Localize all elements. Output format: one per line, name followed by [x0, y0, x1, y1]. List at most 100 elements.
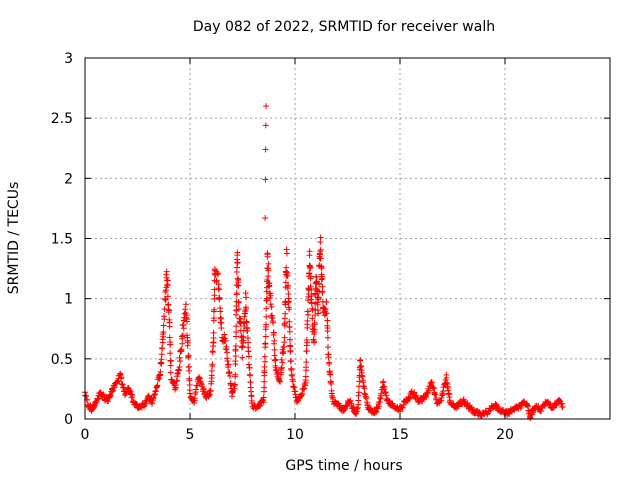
- y-tick-label: 0.5: [51, 352, 73, 368]
- data-point: [158, 351, 165, 358]
- data-point: [308, 296, 315, 303]
- data-point: [263, 313, 270, 320]
- data-point: [179, 335, 186, 342]
- data-point: [246, 364, 253, 371]
- data-point: [262, 358, 269, 365]
- data-point: [328, 380, 335, 387]
- data-point: [278, 365, 285, 372]
- data-point: [363, 395, 370, 402]
- data-point: [347, 397, 354, 404]
- data-point: [209, 361, 216, 368]
- data-point: [357, 366, 364, 373]
- data-point: [200, 385, 207, 392]
- data-point: [160, 328, 167, 335]
- data-point: [455, 403, 462, 410]
- data-point: [167, 369, 174, 376]
- data-point: [261, 378, 268, 385]
- data-point: [301, 381, 308, 388]
- data-point: [307, 265, 314, 272]
- data-point: [430, 385, 437, 392]
- chart-title: Day 082 of 2022, SRMTID for receiver wal…: [193, 19, 495, 35]
- data-point: [94, 396, 101, 403]
- data-point: [443, 374, 450, 381]
- y-axis-label: SRMTID / TECUs: [6, 182, 22, 295]
- data-point: [154, 382, 161, 389]
- data-point: [152, 387, 159, 394]
- data-point: [164, 293, 171, 300]
- x-tick-labels: 0 5 10 15 20: [81, 427, 514, 443]
- data-point: [233, 323, 240, 330]
- data-point: [216, 294, 223, 301]
- data-point: [406, 395, 413, 402]
- data-point: [311, 338, 318, 345]
- data-point: [317, 246, 324, 253]
- data-point: [267, 301, 274, 308]
- data-point: [247, 372, 254, 379]
- y-tick-label: 2.5: [51, 111, 73, 127]
- data-point: [186, 390, 193, 397]
- data-point: [260, 394, 267, 401]
- data-point: [378, 390, 385, 397]
- data-point: [317, 234, 324, 241]
- y-tick-label: 2: [64, 171, 73, 187]
- data-point: [266, 282, 273, 289]
- data-point: [110, 387, 117, 394]
- data-point: [262, 215, 269, 222]
- data-point: [341, 407, 348, 414]
- data-point: [180, 325, 187, 332]
- data-point: [559, 403, 566, 410]
- data-point: [149, 400, 156, 407]
- data-point: [210, 315, 217, 322]
- data-point: [278, 364, 285, 371]
- data-point: [157, 368, 164, 375]
- data-point: [272, 356, 279, 363]
- data-point: [235, 298, 242, 305]
- data-point: [430, 384, 437, 391]
- data-point: [160, 322, 167, 329]
- data-point: [381, 383, 388, 390]
- data-point: [224, 349, 231, 356]
- data-point: [557, 398, 564, 405]
- data-point: [318, 265, 325, 272]
- data-point: [357, 357, 364, 364]
- data-point: [538, 408, 545, 415]
- data-point: [225, 361, 232, 368]
- data-points: [81, 103, 566, 421]
- data-point: [309, 315, 316, 322]
- data-point: [159, 345, 166, 352]
- data-point: [323, 298, 330, 305]
- data-point: [218, 319, 225, 326]
- data-point: [100, 391, 107, 398]
- data-point: [234, 249, 241, 256]
- data-point: [286, 306, 293, 313]
- data-point: [307, 273, 314, 280]
- data-point: [355, 389, 362, 396]
- data-point: [314, 301, 321, 308]
- data-point: [232, 358, 239, 365]
- data-point: [233, 329, 240, 336]
- data-point: [222, 337, 229, 344]
- data-point: [372, 409, 379, 416]
- data-point: [324, 334, 331, 341]
- y-tick-label: 1.5: [51, 232, 73, 248]
- data-point: [217, 308, 224, 315]
- data-point: [233, 291, 240, 298]
- data-point: [164, 277, 171, 284]
- data-point: [210, 329, 217, 336]
- data-point: [353, 410, 360, 417]
- data-point: [286, 318, 293, 325]
- data-point: [175, 366, 182, 373]
- data-point: [209, 349, 216, 356]
- data-point: [207, 388, 214, 395]
- data-point: [284, 272, 291, 279]
- data-point: [325, 351, 332, 358]
- data-point: [263, 305, 270, 312]
- data-point: [273, 371, 280, 378]
- data-point: [411, 389, 418, 396]
- data-point: [271, 337, 278, 344]
- data-point: [326, 360, 333, 367]
- data-point: [265, 273, 272, 280]
- data-point: [446, 394, 453, 401]
- data-point: [270, 329, 277, 336]
- data-point: [278, 356, 285, 363]
